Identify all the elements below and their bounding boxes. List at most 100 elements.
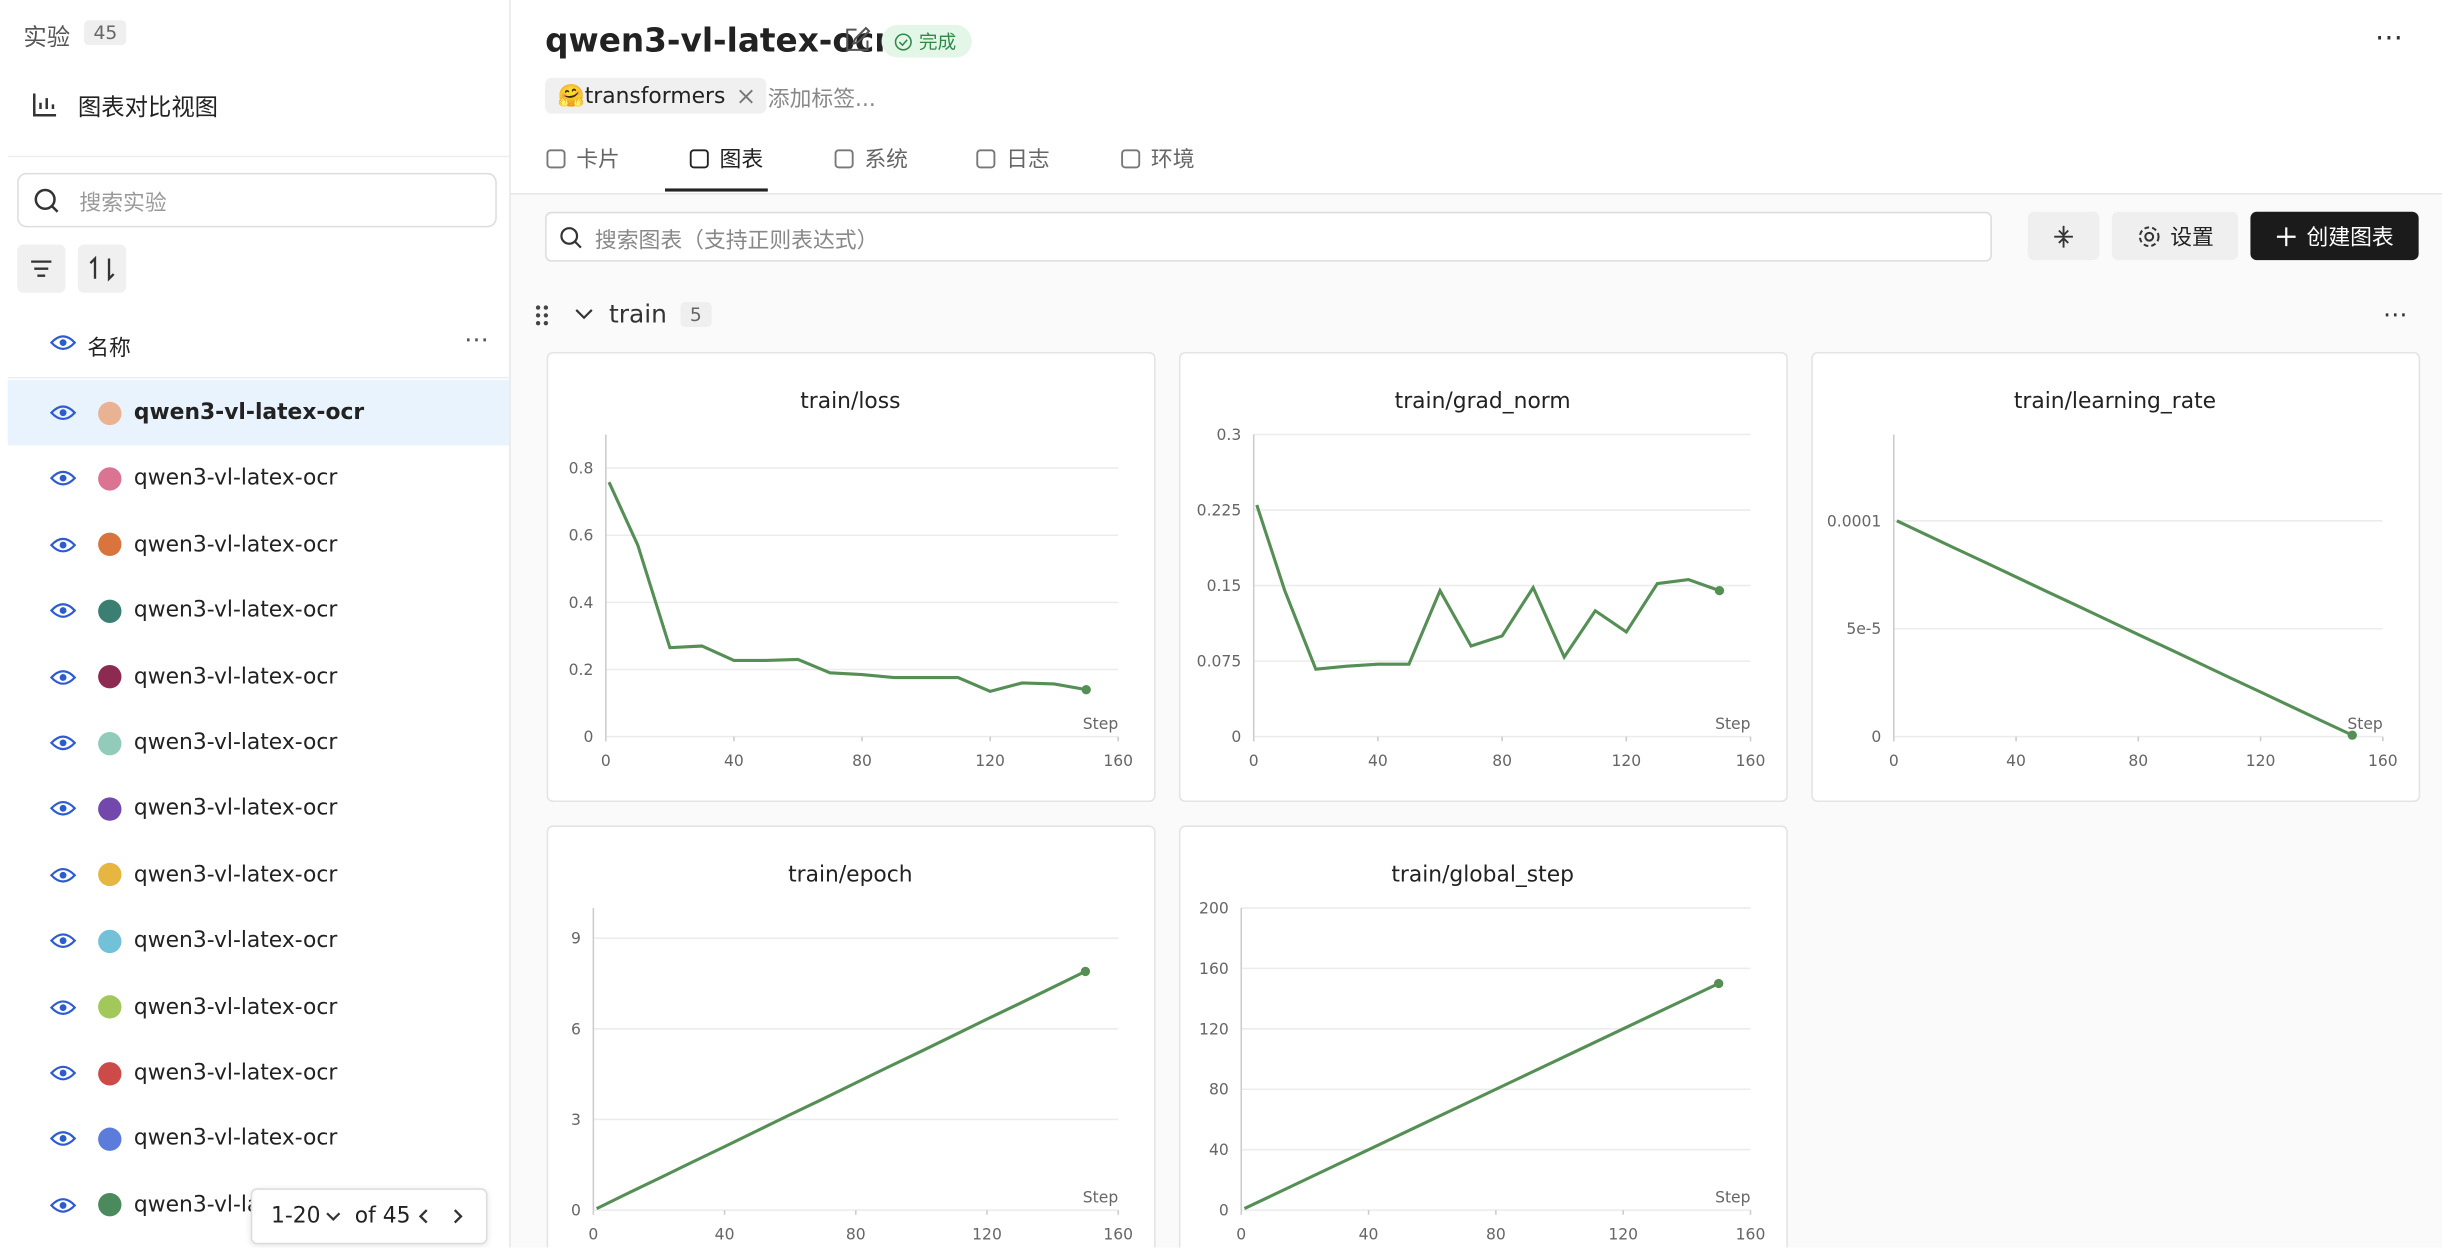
eye-icon xyxy=(49,867,77,883)
y-tick-label: 0.0001 xyxy=(1827,512,1881,530)
color-dot xyxy=(98,1193,122,1217)
experiment-name: qwen3-vl-latex-ocr xyxy=(133,862,338,888)
tab[interactable]: 日志 xyxy=(975,143,1050,174)
x-tick-label: 80 xyxy=(2128,752,2148,770)
collapse-icon xyxy=(2054,225,2073,247)
experiment-row[interactable]: qwen3-vl-latex-ocr xyxy=(8,710,509,775)
collapse-chevron[interactable] xyxy=(575,307,594,323)
tab[interactable]: 系统 xyxy=(833,143,908,174)
experiment-row[interactable]: qwen3-vl-latex-ocr xyxy=(8,842,509,907)
chart-card: train/loss 0 0.2 0.4 0.6 0.8 0 40 80 120 160 Step xyxy=(546,351,1156,803)
experiment-row[interactable]: qwen3-vl-latex-ocr xyxy=(8,644,509,709)
pager-total: of 45 xyxy=(354,1203,411,1229)
x-tick-label: 40 xyxy=(715,1226,735,1244)
experiment-name: qwen3-vl-latex-ocr xyxy=(133,730,338,756)
more-button[interactable]: ⋯ xyxy=(2375,21,2404,55)
experiment-row[interactable]: qwen3-vl-latex-ocr xyxy=(8,1106,509,1171)
line xyxy=(1243,982,1720,1210)
tag: 🤗transformers xyxy=(545,77,766,114)
chart-card: train/epoch 0 3 6 9 0 40 80 120 160 Step xyxy=(546,825,1156,1248)
drag-handle[interactable] xyxy=(534,304,550,327)
tag-remove[interactable] xyxy=(738,88,754,104)
eye-icon[interactable] xyxy=(49,332,77,354)
edit-icon[interactable] xyxy=(844,26,871,52)
experiment-row[interactable]: qwen3-vl-latex-ocr xyxy=(8,578,509,643)
gear-icon xyxy=(2138,225,2159,247)
filter-icon xyxy=(31,260,52,277)
create-chart-button[interactable]: 创建图表 xyxy=(2250,211,2419,261)
x-tick-label: 160 xyxy=(1103,1226,1133,1244)
chart: train/loss 0 0.2 0.4 0.6 0.8 0 40 80 120 160 Step xyxy=(569,389,1133,770)
y-tick-label: 0.3 xyxy=(1216,426,1241,444)
pager-arrows[interactable] xyxy=(410,1205,472,1227)
filter-button[interactable] xyxy=(17,244,66,293)
x-tick-label: 40 xyxy=(724,752,744,770)
y-tick-label: 0.8 xyxy=(569,460,594,478)
tab[interactable]: 图表 xyxy=(688,143,763,174)
end-point xyxy=(1080,966,1091,977)
eye-icon xyxy=(49,1065,77,1081)
y-tick-label: 6 xyxy=(571,1020,581,1038)
experiment-row[interactable]: qwen3-vl-latex-ocr xyxy=(8,908,509,973)
y-tick-label: 5e-5 xyxy=(1846,620,1881,638)
tab[interactable]: 卡片 xyxy=(545,143,620,174)
chart-title: train/loss xyxy=(800,389,900,414)
experiment-row[interactable]: qwen3-vl-latex-ocr xyxy=(8,974,509,1039)
run-title: qwen3-vl-latex-ocr xyxy=(545,21,891,60)
tab[interactable]: 环境 xyxy=(1120,143,1195,174)
settings-button[interactable]: 设置 xyxy=(2111,211,2238,261)
line xyxy=(1255,504,1720,671)
header: qwen3-vl-latex-ocr 完成 🤗transformers 添加标签… xyxy=(510,0,2442,195)
eye-icon xyxy=(49,537,77,553)
tab-label: 环境 xyxy=(1150,147,1195,173)
sidebar-title: 实验 xyxy=(23,23,71,52)
search-icon xyxy=(34,188,59,213)
experiment-row[interactable]: qwen3-vl-latex-ocr xyxy=(8,776,509,841)
sort-button[interactable] xyxy=(77,244,127,293)
compare-view[interactable]: 图表对比视图 xyxy=(77,93,219,122)
experiment-row[interactable]: qwen3-vl-latex-ocr xyxy=(8,512,509,577)
color-dot xyxy=(98,863,122,887)
line xyxy=(607,481,1087,693)
y-tick-label: 3 xyxy=(571,1111,581,1129)
y-tick-label: 80 xyxy=(1209,1081,1229,1099)
color-dot xyxy=(98,731,122,755)
x-tick-label: 120 xyxy=(1608,1226,1638,1244)
eye-icon xyxy=(49,405,77,421)
x-tick-label: 80 xyxy=(846,1226,866,1244)
experiment-row[interactable]: qwen3-vl-latex-ocr xyxy=(8,446,509,511)
y-tick-label: 0 xyxy=(1231,728,1241,746)
more-button[interactable]: ⋯ xyxy=(2382,299,2408,329)
experiment-row[interactable]: qwen3-vl-latex-ocr xyxy=(7,380,510,446)
chart-icon xyxy=(33,93,57,117)
experiment-search[interactable]: 搜索实验 xyxy=(17,172,497,228)
y-tick-label: 0 xyxy=(1871,728,1881,746)
chart-card: train/grad_norm 0 0.075 0.15 0.225 0.3 0 40 80 12… xyxy=(1178,351,1788,803)
group-name: train xyxy=(608,299,667,329)
line xyxy=(1896,519,2353,737)
chart: train/learning_rate 0 5e-5 0.0001 0 40 80 120 16… xyxy=(1827,389,2398,770)
tab-icon xyxy=(976,149,996,169)
pager-range[interactable]: 1-20 xyxy=(270,1203,321,1229)
color-dot xyxy=(98,401,122,425)
y-tick-label: 200 xyxy=(1199,899,1229,917)
x-tick-label: 120 xyxy=(975,752,1005,770)
experiment-row[interactable]: qwen3-vl-latex-ocr xyxy=(8,1040,509,1105)
chart-title: train/grad_norm xyxy=(1395,389,1571,414)
chart-search[interactable]: 搜索图表（支持正则表达式） xyxy=(545,211,1992,262)
y-tick-label: 0.6 xyxy=(569,527,594,545)
x-tick-label: 40 xyxy=(1368,752,1388,770)
y-tick-label: 0.2 xyxy=(569,661,594,679)
add-tag[interactable]: 添加标签... xyxy=(767,87,876,113)
collapse-button[interactable] xyxy=(2027,211,2100,261)
eye-icon xyxy=(49,1197,77,1213)
eye-icon xyxy=(49,933,77,949)
eye-icon xyxy=(49,471,77,487)
more-button[interactable]: ⋯ xyxy=(464,323,490,354)
sort-icon xyxy=(89,255,115,282)
x-tick-label: 40 xyxy=(1359,1226,1379,1244)
y-tick-label: 120 xyxy=(1199,1020,1229,1038)
chart-card: train/global_step 0 40 80 120 160 200 0 40 80 120 1… xyxy=(1178,825,1788,1248)
x-tick-label: 120 xyxy=(1611,752,1641,770)
